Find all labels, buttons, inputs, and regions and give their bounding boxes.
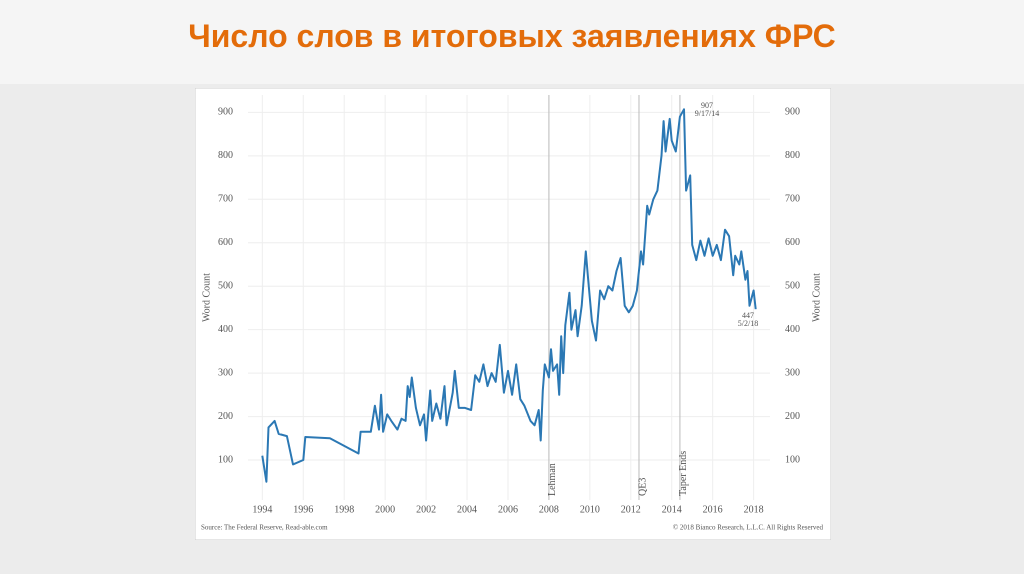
y-tick-label: 500 <box>218 280 233 291</box>
y2-axis-label: Word Count <box>811 273 822 322</box>
x-tick-label: 2010 <box>580 504 600 515</box>
y2-tick-label: 900 <box>785 107 800 118</box>
annotation: 907 <box>701 101 713 110</box>
x-tick-label: 1998 <box>334 504 354 515</box>
header-band <box>0 0 1024 84</box>
x-tick-label: 1996 <box>293 504 313 515</box>
y2-tick-label: 600 <box>785 237 800 248</box>
y-axis-label: Word Count <box>201 273 212 322</box>
x-tick-label: 2002 <box>416 504 436 515</box>
slide-title: Число слов в итоговых заявлениях ФРС <box>188 18 836 54</box>
chart-frame <box>195 88 831 540</box>
annotation: 9/17/14 <box>695 109 719 118</box>
y-tick-label: 200 <box>218 411 233 422</box>
x-tick-label: 2016 <box>703 504 723 515</box>
y2-tick-label: 300 <box>785 367 800 378</box>
y-tick-label: 400 <box>218 324 233 335</box>
data-line <box>261 108 757 483</box>
y-tick-label: 600 <box>218 237 233 248</box>
x-tick-label: 2004 <box>457 504 477 515</box>
y2-tick-label: 400 <box>785 324 800 335</box>
y-tick-label: 700 <box>218 194 233 205</box>
y2-tick-label: 800 <box>785 150 800 161</box>
x-tick-label: 2000 <box>375 504 395 515</box>
y2-tick-label: 200 <box>785 411 800 422</box>
x-tick-label: 2008 <box>539 504 559 515</box>
y-tick-label: 100 <box>218 454 233 465</box>
event-label: QE3 <box>637 478 648 496</box>
y-tick-label: 300 <box>218 367 233 378</box>
y2-tick-label: 500 <box>785 280 800 291</box>
event-label: Taper Ends <box>678 451 689 496</box>
annotation: 5/2/18 <box>738 319 758 328</box>
y2-tick-label: 700 <box>785 194 800 205</box>
x-tick-label: 2012 <box>621 504 641 515</box>
y-tick-label: 800 <box>218 150 233 161</box>
x-tick-label: 2014 <box>662 504 682 515</box>
event-label: Lehman <box>547 463 558 496</box>
source-note: Source: The Federal Reserve, Read-able.c… <box>201 524 328 532</box>
copyright-note: © 2018 Bianco Research, L.L.C. All Right… <box>673 524 824 532</box>
y2-tick-label: 100 <box>785 454 800 465</box>
x-tick-label: 2006 <box>498 504 518 515</box>
chart: 100 100 200 200 300 300 400 400 500 500 600 600 700 7… <box>195 88 831 540</box>
x-tick-label: 2018 <box>744 504 764 515</box>
annotation: 447 <box>742 311 754 320</box>
x-tick-label: 1994 <box>252 504 272 515</box>
y-tick-label: 900 <box>218 107 233 118</box>
